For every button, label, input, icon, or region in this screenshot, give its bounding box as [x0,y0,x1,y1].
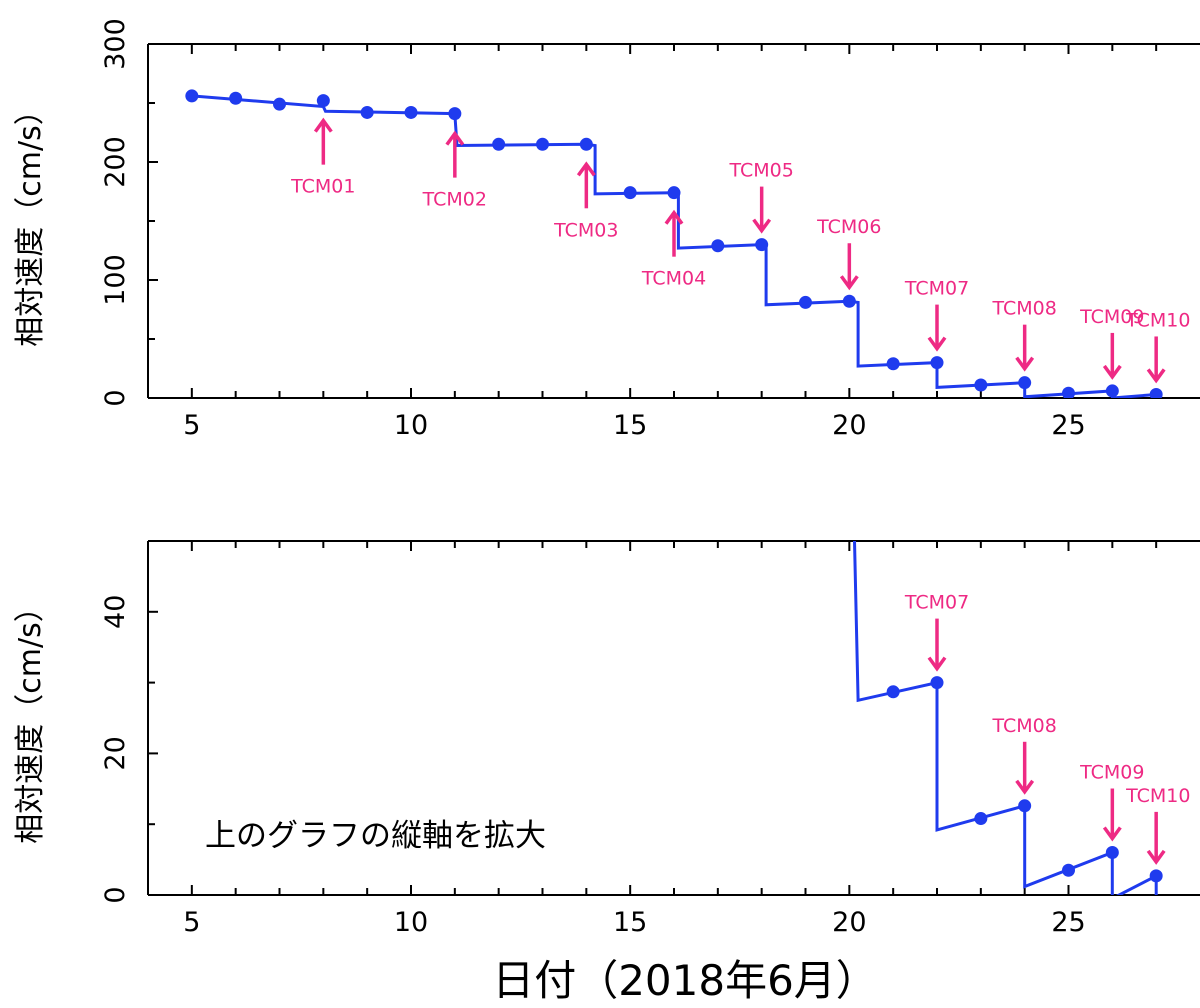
data-point [886,357,900,371]
data-point [185,89,199,103]
annotation-label: TCM10 [1125,785,1190,807]
annotation-tcm09: TCM09 [1079,762,1145,842]
annotation-tcm06: TCM06 [816,216,882,291]
annotation-tcm09: TCM09 [1079,306,1145,380]
data-point [930,356,944,370]
data-point [623,186,637,200]
data-point [536,137,549,151]
annotation-label: TCM09 [1079,762,1144,784]
top-panel: 5 10 15 20 25 0 100 200 300 相対速度（cm/s） TCM01 TCM02 T… [13,18,1200,441]
annotation-label: TCM06 [816,216,881,238]
data-point [755,238,769,252]
annotation-arrowhead [1015,356,1035,372]
annotation-arrowhead [1102,826,1122,842]
x-tick-label: 5 [183,907,200,938]
annotation-arrowhead [445,130,465,146]
annotation-tcm01: TCM01 [290,117,356,198]
annotation-arrowhead [1146,849,1166,865]
data-point [711,239,725,253]
data-point [974,812,988,826]
y-tick-label: 40 [100,595,131,629]
x-tick-label: 15 [613,410,647,441]
x-tick-label: 10 [394,907,428,938]
annotation-tcm04: TCM04 [641,209,706,290]
annotation-arrowhead [664,209,684,225]
annotation-label: TCM10 [1125,309,1190,331]
annotation-arrowhead [927,656,947,672]
data-point [404,105,418,119]
y-tick-label: 0 [100,886,131,903]
data-point [273,97,286,111]
annotation-tcm08: TCM08 [991,715,1057,795]
bottom-panel: 5 10 15 20 25 0 20 40 相対速度（cm/s） TCM07 TCM08 TCM09T… [13,540,1200,938]
annotation-label: TCM08 [991,715,1056,737]
x-tick-label: 10 [394,410,428,441]
data-point [492,137,506,151]
data-point [886,685,900,699]
data-point [667,186,681,200]
data-point [360,105,374,119]
annotation-label: TCM01 [290,176,355,198]
annotation-tcm02: TCM02 [422,130,487,211]
annotation-label: TCM09 [1079,306,1144,328]
annotation-tcm10: TCM10 [1125,309,1191,384]
x-tick-label: 15 [613,907,647,938]
data-point [1149,387,1163,398]
annotation-tcm10: TCM10 [1125,785,1191,865]
data-point [1062,386,1075,398]
data-point [1149,869,1163,883]
annotation-arrowhead [576,161,596,177]
annotation-arrowhead [927,336,947,352]
plot-area [852,541,1163,895]
y-tick-label: 100 [100,254,131,306]
y-tick-label: 200 [100,136,131,188]
x-tick-label: 25 [1051,410,1085,441]
x-axis-title: 日付（2018年6月） [492,956,878,1005]
data-point [1018,799,1032,813]
x-tick-label: 5 [183,410,200,441]
annotation-label: TCM05 [728,160,793,182]
data-point [842,294,856,308]
annotation-tcm03: TCM03 [553,161,619,241]
y-tick-label: 0 [100,389,131,406]
annotation-arrowhead [839,275,859,291]
data-point [1105,846,1119,860]
data-point [316,94,330,108]
series-line [852,541,1158,895]
annotation-tcm07: TCM07 [904,278,969,352]
data-point [1018,376,1032,390]
data-point [229,91,243,105]
annotation-label: TCM08 [991,298,1056,320]
annotation-label: TCM04 [641,268,706,290]
y-tick-label: 20 [100,736,131,770]
annotation-arrowhead [752,218,772,234]
data-point [579,137,593,151]
annotation-tcm05: TCM05 [728,160,794,234]
annotation-label: TCM07 [904,592,969,614]
x-tick-label: 20 [832,907,866,938]
annotation-arrowhead [1015,779,1035,795]
annotation-arrowhead [313,117,333,133]
annotation-arrowhead [1102,364,1122,380]
annotation-tcm07: TCM07 [904,592,969,672]
y-axis-title: 相対速度（cm/s） [13,592,48,843]
x-tick-label: 20 [832,410,866,441]
annotation-label: TCM02 [422,189,487,211]
data-point [1062,863,1075,877]
plot-area [185,89,1163,398]
data-point [448,107,462,121]
y-axis-title: 相対速度（cm/s） [13,95,48,346]
y-tick-label: 300 [100,18,131,70]
annotation-arrowhead [1146,368,1166,384]
annotation-label: TCM03 [553,219,618,241]
data-point [799,295,812,309]
annotation-tcm08: TCM08 [991,298,1057,372]
annotation-label: TCM07 [904,278,969,300]
data-point [930,676,944,690]
zoom-note: 上のグラフの縦軸を拡大 [205,818,546,854]
x-tick-label: 25 [1051,907,1085,938]
data-point [974,378,988,392]
data-point [1105,384,1119,398]
